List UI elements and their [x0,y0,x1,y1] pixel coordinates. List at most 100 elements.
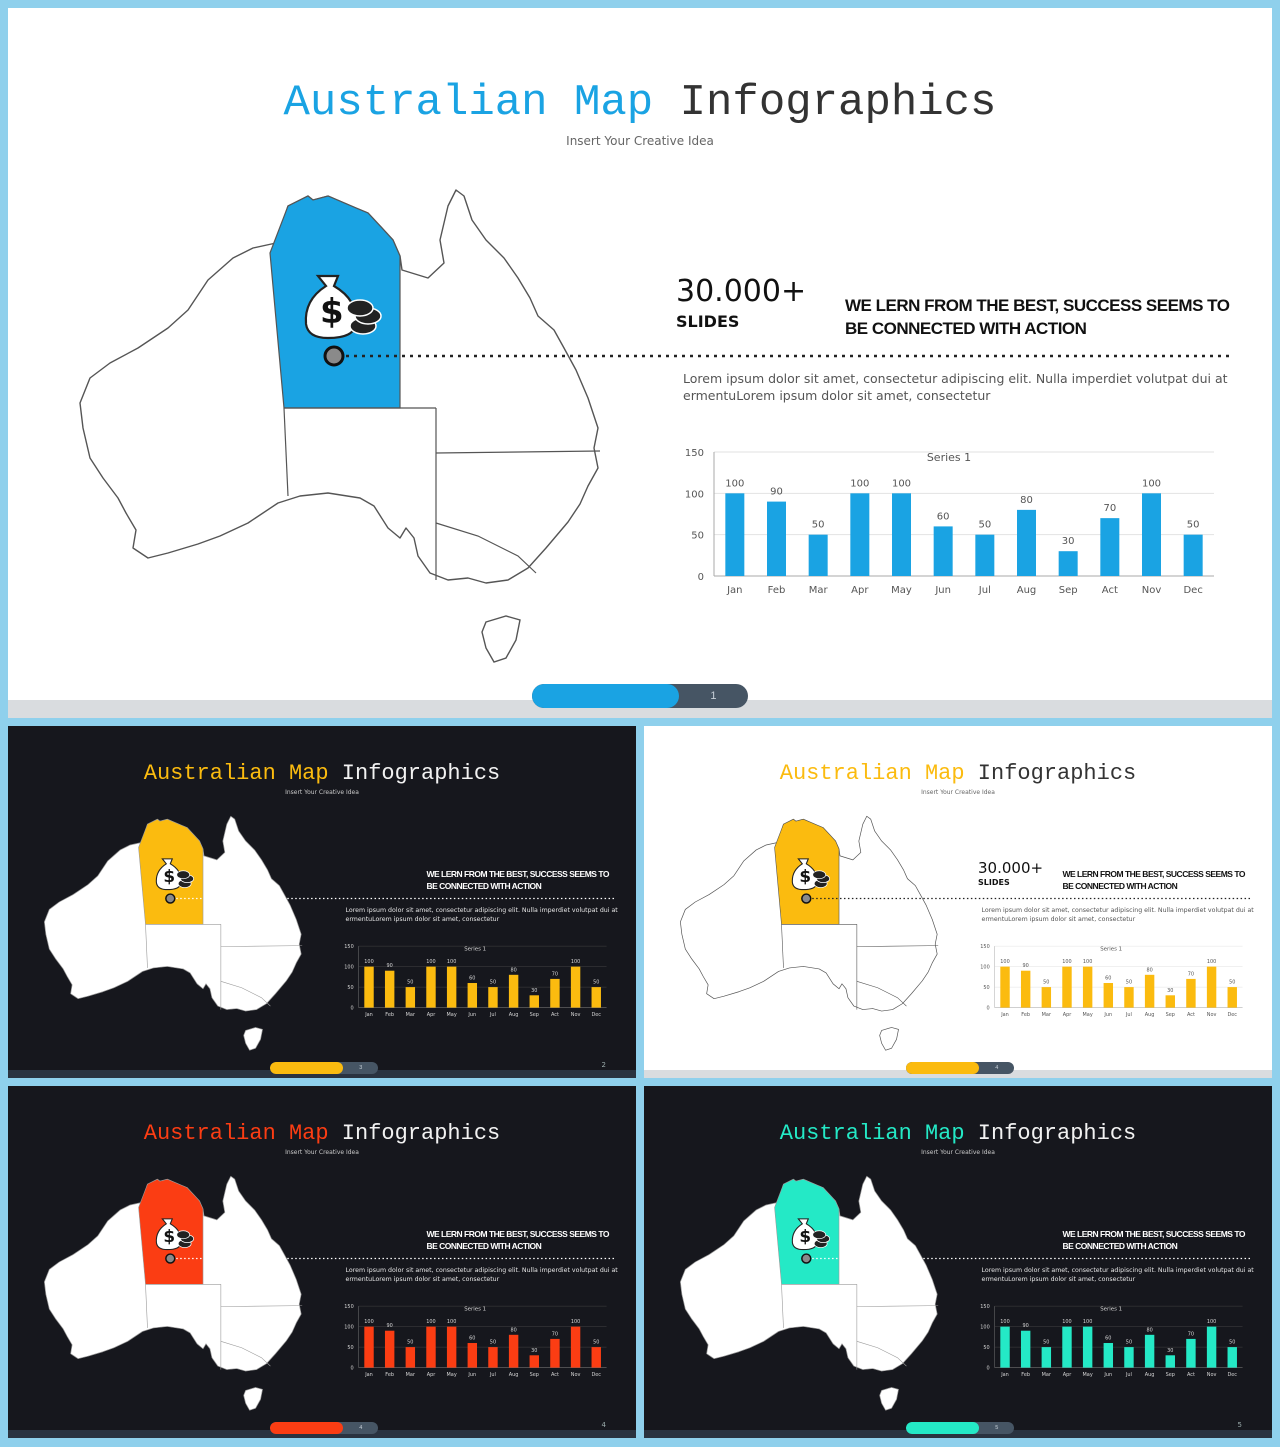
body-paragraph: Lorem ipsum dolor sit amet, consectetur … [982,1267,1254,1284]
location-pin-icon [801,893,812,904]
bar-aug [1144,1334,1155,1368]
state-border [220,1341,271,1367]
x-tick-label: Mar [406,1012,416,1018]
y-tick-label: 100 [980,1325,989,1331]
pager-number: 4 [359,1425,363,1431]
pager[interactable]: 5 [906,1422,1014,1434]
x-tick-label: Jan [726,585,742,596]
title-rest: Infographics [977,761,1137,786]
bar-value-label: 90 [1023,1323,1029,1329]
bar-jul [975,534,995,576]
bar-nov [1206,966,1217,1008]
x-tick-label: Feb [1021,1012,1030,1018]
bar-value-label: 90 [387,963,393,969]
y-tick-label: 100 [980,965,989,971]
body-line-2: ermentuLorem ipsum dolor sit amet, conse… [981,1275,1136,1283]
title-rest: Infographics [977,1121,1137,1146]
slide-3[interactable]: Australian Map Infographics Insert Your C… [644,726,1272,1078]
bar-sep [1165,1355,1175,1368]
slide-title: Australian Map Infographics [644,761,1272,786]
bar-jul [1124,1347,1134,1368]
bar-act [1186,978,1196,1008]
slide-4[interactable]: Australian Map Infographics Insert Your C… [8,1086,636,1438]
bar-apr [426,1326,436,1368]
bar-act [1100,518,1120,576]
australia-map: $ [79,189,1234,663]
bar-value-label: 50 [1126,1340,1132,1346]
bar-apr [426,966,436,1008]
state-border [856,1341,907,1367]
bar-value-label: 100 [364,959,373,965]
title-highlight: Australian Map [143,761,329,786]
chart-title: Series 1 [1100,947,1122,953]
x-tick-label: Sep [1166,1012,1175,1018]
bar-jun [467,983,478,1008]
heading-line-2: BE CONNECTED WITH ACTION [1062,880,1178,891]
bar-jan [1000,1326,1010,1368]
bar-feb [384,1330,395,1368]
slide-page-number: 4 [601,1421,606,1429]
x-tick-label: Dec [1227,1012,1237,1018]
slide-5[interactable]: Australian Map Infographics Insert Your C… [644,1086,1272,1438]
y-tick-label: 50 [983,985,989,991]
x-tick-label: Act [1187,1372,1195,1378]
y-tick-label: 100 [344,965,353,971]
bar-value-label: 100 [571,959,580,965]
state-border [145,1284,148,1328]
bar-value-label: 100 [1062,1319,1071,1325]
x-tick-label: Mar [1042,1012,1052,1018]
coin-stack-icon [346,299,382,335]
bar-value-label: 30 [1062,536,1075,547]
x-tick-label: Feb [768,585,786,596]
x-tick-label: Jul [489,1012,496,1018]
x-tick-label: Apr [1063,1372,1073,1378]
y-tick-label: 0 [351,1006,354,1012]
state-border [781,1284,784,1328]
bar-act [550,1338,560,1368]
body-paragraph: Lorem ipsum dolor sit amet, consectetur … [346,907,618,924]
footer-band [8,700,1272,718]
bar-aug [508,1334,519,1368]
slide-title: Australian Map Infographics [644,1121,1272,1146]
heading-line-1: WE LERN FROM THE BEST, SUCCESS SEEMS TO [1062,1229,1246,1239]
title-rest: Infographics [341,1121,501,1146]
australia-map: $ [680,1175,1253,1411]
slide-2[interactable]: Australian Map Infographics Insert Your C… [8,726,636,1078]
bar-value-label: 30 [531,988,537,994]
pager[interactable]: 4 [906,1062,1014,1074]
bar-jun [467,1343,478,1368]
pager-number: 3 [359,1065,363,1071]
footer-band [8,1430,636,1438]
x-tick-label: Jan [364,1012,373,1018]
bar-value-label: 80 [1146,967,1152,973]
slide-title: Australian Map Infographics [8,78,1272,128]
svg-text:$: $ [799,1226,811,1246]
bar-act [550,978,560,1008]
pager[interactable]: 4 [270,1422,378,1434]
bar-value-label: 100 [447,959,456,965]
state-border [220,1305,303,1307]
body-line-2: ermentuLorem ipsum dolor sit amet, conse… [345,915,500,923]
bar-jul [488,987,498,1008]
body-paragraph: Lorem ipsum dolor sit amet, consectetur … [346,1267,618,1284]
body-line-2: ermentuLorem ipsum dolor sit amet, conse… [683,388,991,403]
slide-1[interactable]: Australian Map Infographics Insert Your C… [8,8,1272,718]
bar-sep [1165,995,1175,1008]
bar-value-label: 80 [510,1327,516,1333]
pager[interactable]: 3 [270,1062,378,1074]
chart-title: Series 1 [464,1307,486,1313]
bar-jul [1124,987,1134,1008]
bar-jan [364,1326,374,1368]
bar-value-label: 100 [571,1319,580,1325]
bar-aug [1017,509,1036,576]
x-tick-label: Aug [1145,1372,1155,1378]
x-tick-label: Nov [1207,1372,1217,1378]
x-tick-label: Jul [1125,1012,1132,1018]
x-tick-label: Jul [489,1372,496,1378]
bar-value-label: 100 [1142,478,1161,489]
pager[interactable]: 1 [532,684,748,708]
x-tick-label: Apr [851,585,869,596]
stat-unit: SLIDES [978,878,1010,887]
state-border [856,981,907,1007]
australia-map: $ [44,815,617,1051]
